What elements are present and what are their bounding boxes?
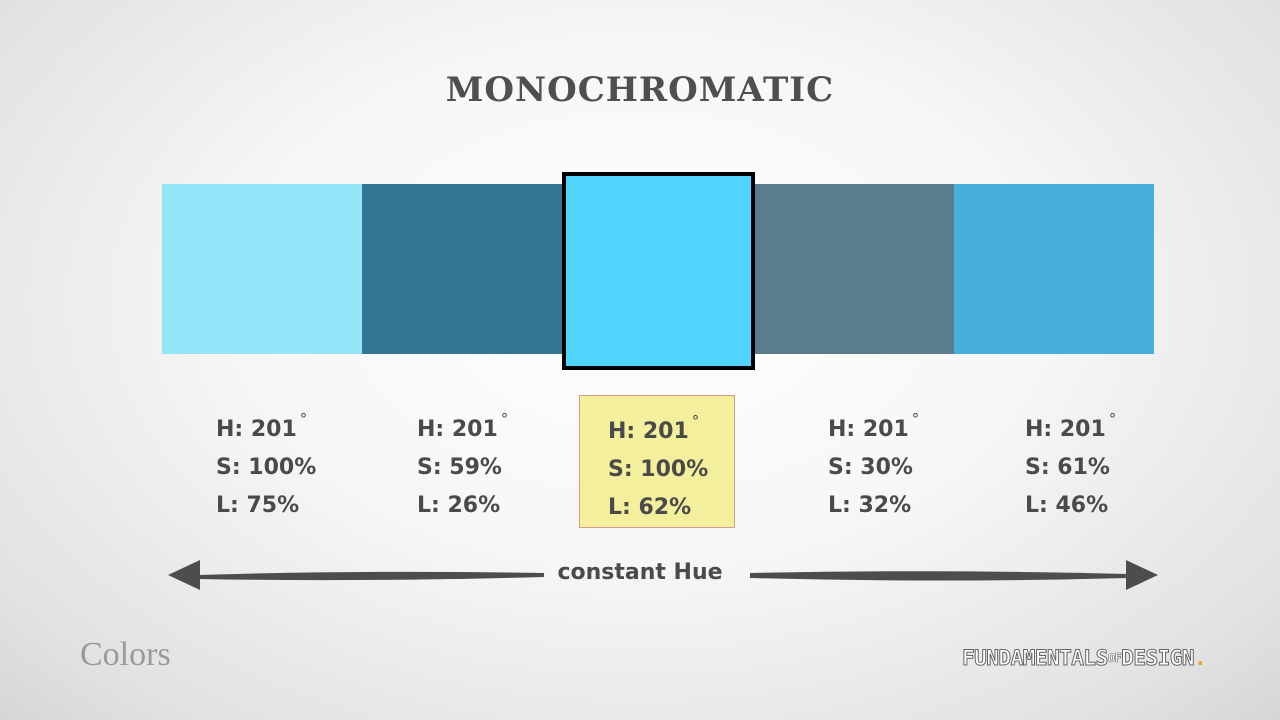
- constant-hue-label: constant Hue: [557, 560, 723, 585]
- constant-hue-arrow: [168, 560, 1158, 590]
- arrow-right-shaft: [750, 571, 1128, 581]
- hue-value: H: 201: [828, 417, 909, 442]
- hsl-label-3-selected: H: 201 ° S: 100% L: 62%: [579, 395, 735, 528]
- brand-dot: .: [1194, 646, 1207, 670]
- hue-value: H: 201: [216, 417, 297, 442]
- color-swatch-3-selected: [562, 172, 755, 370]
- brand-word-1: FUNDAMENTALS: [962, 646, 1109, 671]
- slide-title: MONOCHROMATIC: [445, 70, 835, 110]
- degree-symbol: °: [500, 410, 509, 428]
- saturation-value: S: 100%: [608, 457, 709, 482]
- arrow-left-shaft: [198, 571, 544, 581]
- saturation-value: S: 61%: [1025, 455, 1110, 480]
- lightness-value: L: 62%: [608, 495, 692, 520]
- saturation-value: S: 59%: [417, 455, 502, 480]
- brand-word-of: OF: [1107, 651, 1122, 666]
- hsl-label-5: H: 201 ° S: 61% L: 46%: [1025, 400, 1185, 525]
- lightness-value: L: 75%: [216, 493, 300, 518]
- color-swatch-1: [162, 184, 362, 354]
- arrow-left-head-icon: [168, 560, 200, 590]
- brand-word-2: DESIGN: [1121, 646, 1195, 671]
- arrow-right-head-icon: [1126, 560, 1158, 590]
- hue-value: H: 201: [1025, 417, 1106, 442]
- degree-symbol: °: [1108, 410, 1117, 428]
- saturation-value: S: 30%: [828, 455, 913, 480]
- hue-value: H: 201: [417, 417, 498, 442]
- color-swatch-4: [754, 184, 954, 354]
- brand-logo: FUNDAMENTALSOFDESIGN.: [962, 646, 1207, 671]
- degree-symbol: °: [691, 412, 700, 430]
- hue-value: H: 201: [608, 419, 689, 444]
- lightness-value: L: 46%: [1025, 493, 1109, 518]
- degree-symbol: °: [299, 410, 308, 428]
- lightness-value: L: 26%: [417, 493, 501, 518]
- degree-symbol: °: [911, 410, 920, 428]
- saturation-value: S: 100%: [216, 455, 317, 480]
- hsl-label-1: H: 201 ° S: 100% L: 75%: [216, 400, 376, 525]
- hsl-label-2: H: 201 ° S: 59% L: 26%: [417, 400, 577, 525]
- section-label: Colors: [80, 636, 171, 673]
- color-swatch-2: [362, 184, 562, 354]
- hsl-label-4: H: 201 ° S: 30% L: 32%: [828, 400, 988, 525]
- color-swatch-5: [954, 184, 1154, 354]
- lightness-value: L: 32%: [828, 493, 912, 518]
